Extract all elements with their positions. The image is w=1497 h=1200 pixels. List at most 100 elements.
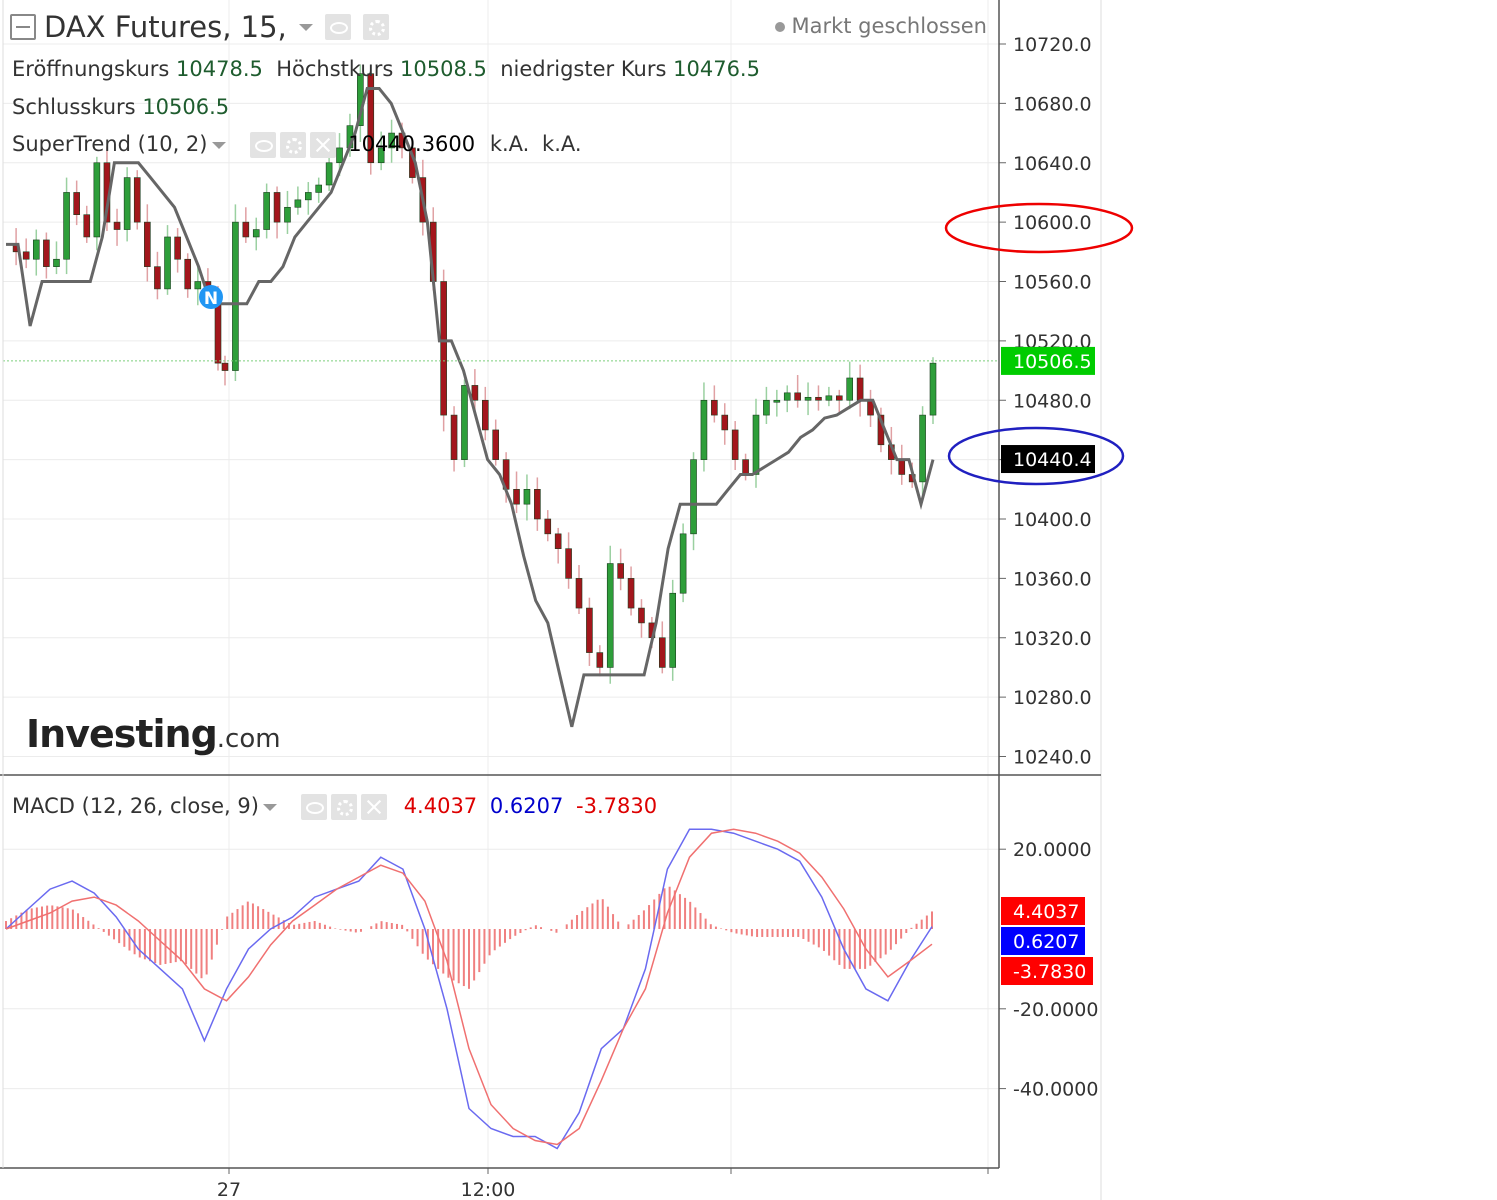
- candle: [194, 281, 202, 290]
- close-value: 10506.5: [142, 95, 230, 119]
- close-icon[interactable]: [361, 794, 387, 820]
- candle: [679, 533, 687, 594]
- y-tick-label: 10600.0: [1013, 212, 1092, 234]
- chart-title: DAX Futures, 15,: [44, 10, 287, 44]
- marker-circle: [199, 285, 223, 309]
- eye-icon[interactable]: [324, 14, 351, 40]
- candle: [304, 192, 312, 201]
- supertrend-price-tag: 10440.4: [1013, 449, 1092, 471]
- price-tags: 10506.5 10440.4 4.4037 0.6207 -3.7830: [1001, 346, 1095, 985]
- candle: [846, 377, 854, 401]
- candle: [534, 489, 541, 520]
- axes: [0, 0, 1102, 1200]
- candle: [144, 221, 151, 267]
- candle: [523, 489, 531, 505]
- eye-icon[interactable]: [301, 794, 327, 820]
- candle: [919, 414, 926, 483]
- macd-label: MACD (12, 26, close, 9): [12, 794, 259, 818]
- x-axis-labels: 27 12:00: [217, 1179, 515, 1200]
- y-tick-label: 10640.0: [1013, 153, 1092, 175]
- candle: [898, 459, 906, 475]
- chevron-down-icon[interactable]: [211, 141, 226, 149]
- candle: [232, 221, 239, 371]
- n-marker[interactable]: N: [199, 285, 223, 309]
- candle: [242, 221, 250, 238]
- y-tick-label: 10280.0: [1013, 687, 1092, 709]
- gear-icon[interactable]: [331, 794, 357, 820]
- macd-legend: MACD (12, 26, close, 9) 4.4037 0.6207 -3…: [12, 794, 657, 820]
- y-tick-label: 10560.0: [1013, 272, 1092, 294]
- close-icon[interactable]: [309, 132, 336, 158]
- macd-tag-bg: [1001, 927, 1085, 955]
- candle: [32, 239, 40, 260]
- candle: [815, 396, 822, 401]
- candle: [113, 221, 121, 230]
- signal-line: [5, 828, 933, 1146]
- macd-y-tick-label: 20.0000: [1013, 839, 1092, 861]
- candle: [450, 414, 458, 460]
- macd-histogram: [5, 886, 933, 989]
- last-price-tag: 10506.5: [1013, 351, 1092, 373]
- y-tick-label: 10680.0: [1013, 93, 1092, 115]
- gear-icon[interactable]: [279, 132, 306, 158]
- supertrend-ka2: k.A.: [542, 132, 582, 156]
- open-label: Eröffnungskurs: [12, 57, 170, 81]
- candle: [804, 396, 812, 401]
- candle: [252, 229, 260, 238]
- y-tick-label: 10240.0: [1013, 747, 1092, 769]
- candle: [731, 429, 739, 460]
- candle: [752, 414, 760, 475]
- macd-value: 0.6207: [489, 794, 564, 818]
- candle: [492, 429, 500, 460]
- candle: [184, 258, 192, 290]
- candle: [669, 592, 677, 668]
- candle: [263, 192, 270, 230]
- candle: [544, 518, 552, 535]
- eye-icon[interactable]: [249, 132, 276, 158]
- candle: [164, 236, 171, 290]
- y-tick-label: 10360.0: [1013, 568, 1092, 590]
- high-label: Höchstkurs: [276, 57, 394, 81]
- candle: [763, 399, 770, 416]
- candle: [773, 399, 781, 403]
- high-value: 10508.5: [400, 57, 487, 81]
- macd-tag: 0.6207: [1013, 931, 1079, 953]
- candle: [325, 162, 333, 186]
- candle: [93, 162, 101, 238]
- candle: [596, 652, 604, 668]
- candle: [742, 459, 749, 475]
- candle: [658, 637, 666, 668]
- market-status: Markt geschlossen: [775, 14, 987, 38]
- candle: [690, 459, 697, 535]
- last-price-tag-bg: [1001, 346, 1095, 375]
- x-tick-label: 12:00: [461, 1179, 516, 1200]
- chart-title-bar: DAX Futures, 15,: [10, 10, 389, 44]
- candle: [123, 177, 131, 230]
- candle: [294, 199, 302, 208]
- candle: [315, 184, 323, 193]
- candle: [575, 578, 583, 609]
- candle: [627, 578, 635, 609]
- logo-suffix: .com: [216, 724, 281, 754]
- candle: [513, 489, 520, 505]
- investing-logo: Investing.com: [26, 712, 281, 756]
- candle: [133, 177, 141, 223]
- candle: [565, 548, 572, 579]
- candle: [53, 258, 60, 267]
- y-tick-label: 10720.0: [1013, 34, 1092, 56]
- supertrend-ka1: k.A.: [489, 132, 530, 156]
- chevron-down-icon[interactable]: [298, 23, 313, 31]
- y-tick-label: 10400.0: [1013, 509, 1092, 531]
- annotation-red-ellipse: [944, 202, 1134, 254]
- ohlc-row: Eröffnungskurs 10478.5 Höchstkurs 10508.…: [12, 57, 760, 81]
- gear-icon[interactable]: [362, 14, 389, 40]
- candle: [835, 395, 843, 401]
- status-dot-icon: [775, 22, 786, 32]
- candle: [794, 392, 801, 401]
- collapse-icon[interactable]: [10, 14, 36, 40]
- candle: [154, 266, 161, 290]
- low-value: 10476.5: [673, 57, 760, 81]
- chevron-down-icon[interactable]: [262, 803, 277, 811]
- candle: [721, 414, 729, 431]
